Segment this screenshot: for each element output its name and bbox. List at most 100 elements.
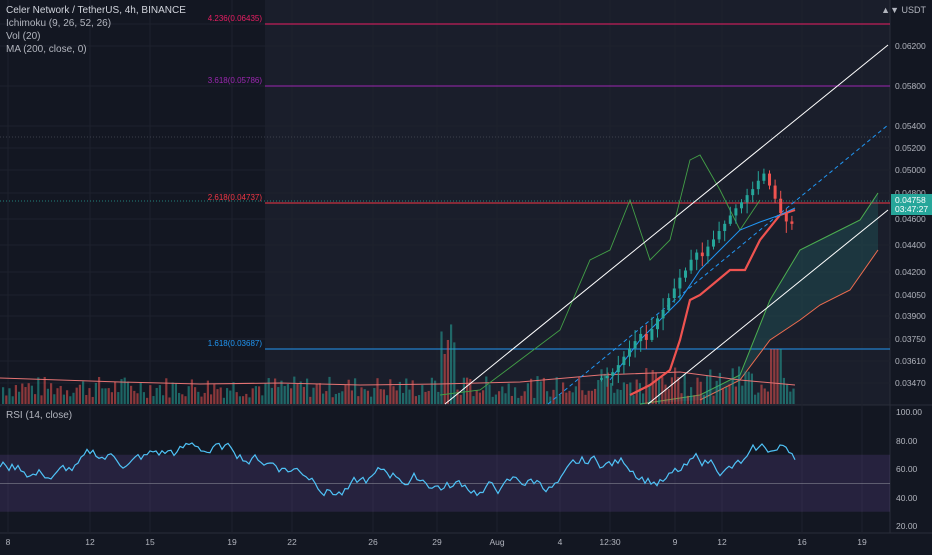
rsi-pane[interactable] [0, 405, 890, 533]
trend-channel[interactable] [444, 44, 889, 405]
volume-bar [155, 387, 158, 404]
volume-bar [318, 383, 321, 404]
volume-bar [715, 380, 718, 404]
volume-bar [325, 391, 328, 404]
volume-bar [498, 391, 501, 404]
channel-mid-line [547, 124, 889, 405]
volume-bar [584, 394, 587, 404]
volume-bar [238, 396, 241, 404]
volume-bar [571, 392, 574, 404]
volume-bar [235, 392, 238, 404]
volume-bar [722, 389, 725, 404]
volume-bar [552, 389, 555, 404]
volume-bar [632, 395, 635, 404]
volume-bar [494, 394, 497, 404]
volume-bar [606, 372, 609, 404]
volume-bar [264, 383, 267, 404]
volume-bars [2, 324, 795, 404]
volume-bar [53, 394, 56, 404]
volume-bar [680, 393, 683, 404]
volume-bar [299, 381, 302, 404]
price-axis[interactable]: 0.06200 0.05800 0.05400 0.05200 0.05000 0.048… [895, 41, 926, 388]
volume-bar [18, 391, 21, 404]
volume-bar [274, 378, 277, 404]
volume-bar [520, 395, 523, 404]
volume-bar [555, 377, 558, 404]
volume-bar [706, 375, 709, 404]
price-tick-label: 0.03900 [895, 311, 926, 321]
volume-bar [747, 371, 750, 404]
countdown-label: 03:47:27 [895, 204, 928, 214]
volume-bar [565, 392, 568, 404]
volume-bar [91, 396, 94, 404]
candle-body [650, 329, 654, 340]
volume-bar [370, 396, 373, 404]
volume-bar [222, 397, 225, 404]
currency-selector-button[interactable]: ▲▼ USDT [881, 5, 926, 15]
volume-bar [792, 388, 795, 404]
volume-bar [392, 386, 395, 404]
volume-bar [789, 391, 792, 404]
volume-bar [2, 387, 5, 404]
volume-bar [485, 376, 488, 404]
time-tick-label: 9 [673, 537, 678, 547]
volume-bar [574, 386, 577, 404]
volume-bar [786, 383, 789, 404]
ma-200-line [0, 371, 796, 386]
candle-body [605, 375, 609, 379]
time-tick-label: 12 [717, 537, 727, 547]
time-tick-label: Aug [489, 537, 504, 547]
volume-bar [386, 395, 389, 404]
volume-bar [216, 389, 219, 404]
volume-bar [302, 386, 305, 404]
volume-bar [600, 369, 603, 404]
rsi-tick-label: 100.00 [896, 407, 922, 417]
volume-bar [242, 396, 245, 404]
candle-body [779, 198, 783, 214]
volume-bar [286, 384, 289, 404]
volume-bar [373, 387, 376, 404]
volume-bar [69, 396, 72, 404]
volume-bar [334, 393, 337, 404]
fib-extension: 4.236(0.06435) 3.618(0.05786) 2.618(0.0473… [208, 14, 890, 350]
volume-bar [597, 380, 600, 404]
volume-bar [158, 385, 161, 404]
volume-bar [718, 372, 721, 404]
fib-level-label: 1.618(0.03687) [208, 339, 263, 348]
candle-body [622, 356, 626, 366]
price-tick-label: 0.03470 [895, 378, 926, 388]
volume-bar [424, 391, 427, 404]
volume-bar [450, 324, 453, 404]
volume-bar [40, 395, 43, 404]
volume-bar [526, 383, 529, 404]
volume-bar [347, 379, 350, 404]
candle-body [762, 173, 766, 181]
volume-bar [443, 353, 446, 404]
candle-body [717, 231, 721, 240]
last-price-box [891, 194, 932, 215]
volume-bar [293, 376, 296, 404]
rsi-legend[interactable]: RSI (14, close) [6, 410, 73, 421]
volume-bar [360, 387, 363, 404]
volume-bar [530, 378, 533, 404]
last-price-label: 0.04758 [895, 195, 926, 205]
volume-bar [651, 369, 654, 404]
volume-bar [21, 383, 24, 404]
volume-bar [542, 377, 545, 404]
volume-bar [88, 388, 91, 404]
volume-bar [757, 392, 760, 404]
volume-bar [686, 395, 689, 404]
volume-bar [629, 382, 632, 404]
volume-bar [504, 393, 507, 404]
volume-bar [578, 377, 581, 404]
candle-body [689, 259, 693, 271]
time-axis[interactable]: 8 12 15 19 22 26 29 Aug 4 12:30 9 12 16 19 [6, 537, 867, 547]
rsi-tick-label: 20.00 [896, 521, 918, 531]
volume-bar [312, 387, 315, 404]
volume-bar [43, 376, 46, 404]
volume-bar [283, 386, 286, 404]
time-tick-label: 22 [287, 537, 297, 547]
volume-bar [78, 384, 81, 404]
